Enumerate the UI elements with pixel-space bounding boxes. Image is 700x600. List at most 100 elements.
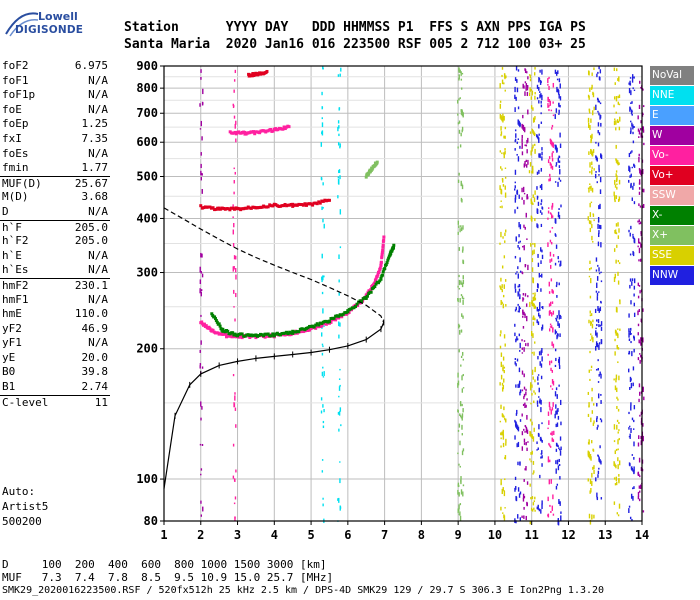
noise-dot bbox=[631, 518, 633, 522]
noise-dot bbox=[458, 509, 460, 512]
echo-dot bbox=[294, 330, 298, 334]
noise-dot bbox=[502, 429, 504, 435]
noise-dot bbox=[533, 249, 535, 255]
noise-dot bbox=[559, 96, 562, 101]
noise-dot bbox=[600, 339, 603, 345]
noise-dot bbox=[322, 275, 324, 281]
noise-dot bbox=[557, 181, 559, 187]
noise-dot bbox=[504, 232, 506, 237]
param-row: yF2 46.9 bbox=[0, 322, 110, 337]
noise-dot bbox=[555, 318, 558, 322]
echo-dot bbox=[392, 245, 396, 249]
noise-dot bbox=[522, 326, 525, 329]
noise-dot bbox=[500, 277, 502, 282]
noise-dot bbox=[525, 425, 527, 428]
noise-dot bbox=[615, 144, 617, 149]
noise-dot bbox=[638, 247, 641, 254]
noise-dot bbox=[632, 140, 635, 144]
noise-dot bbox=[590, 139, 592, 144]
noise-dot bbox=[499, 382, 501, 386]
noise-dot bbox=[527, 109, 529, 115]
param-value: 205.0 bbox=[74, 234, 108, 248]
echo-dot bbox=[329, 320, 333, 324]
echo-dot bbox=[199, 204, 203, 208]
noise-dot bbox=[643, 396, 645, 401]
noise-dot bbox=[531, 258, 534, 263]
noise-dot bbox=[534, 509, 536, 512]
echo-dot bbox=[381, 248, 385, 252]
noise-dot bbox=[541, 324, 544, 330]
param-value: N/A bbox=[88, 292, 108, 306]
noise-bands bbox=[199, 66, 645, 526]
noise-dot bbox=[613, 477, 616, 480]
noise-dot bbox=[630, 102, 632, 104]
param-value: 2.74 bbox=[81, 380, 109, 394]
noise-dot bbox=[461, 295, 464, 299]
noise-dot bbox=[536, 319, 538, 324]
noise-dot bbox=[537, 376, 539, 381]
noise-dot bbox=[642, 337, 644, 343]
noise-dot bbox=[531, 435, 533, 439]
noise-dot bbox=[549, 239, 552, 243]
noise-dot bbox=[532, 203, 534, 205]
noise-dot bbox=[591, 518, 593, 520]
noise-dot bbox=[522, 293, 525, 296]
legend-item: E bbox=[650, 106, 694, 125]
noise-dot bbox=[547, 159, 550, 164]
echo-dot bbox=[384, 263, 388, 267]
noise-dot bbox=[549, 230, 551, 233]
noise-dot bbox=[554, 348, 557, 352]
noise-dot bbox=[592, 466, 594, 470]
noise-dot bbox=[502, 118, 504, 123]
echo-dot bbox=[218, 324, 222, 328]
noise-dot bbox=[591, 397, 593, 402]
noise-dot bbox=[538, 153, 540, 158]
noise-dot bbox=[514, 288, 517, 293]
echo-dot bbox=[298, 330, 302, 334]
noise-dot bbox=[519, 270, 522, 273]
param-value: N/A bbox=[88, 102, 108, 116]
echo-dot bbox=[251, 205, 255, 209]
noise-dot bbox=[235, 255, 237, 260]
noise-dot bbox=[201, 273, 204, 278]
echo-dot bbox=[392, 243, 396, 247]
echo-dot bbox=[334, 314, 338, 318]
echo-dot bbox=[243, 130, 247, 134]
noise-dot bbox=[642, 113, 644, 115]
echo-dot bbox=[274, 332, 278, 336]
noise-dot bbox=[459, 503, 462, 506]
noise-dot bbox=[516, 141, 518, 144]
noise-dot bbox=[554, 329, 557, 335]
echo-dot bbox=[254, 206, 258, 210]
noise-dot bbox=[618, 437, 620, 441]
noise-dot bbox=[617, 457, 619, 462]
noise-dot bbox=[200, 252, 202, 258]
noise-dot bbox=[457, 372, 459, 378]
noise-dot bbox=[551, 215, 554, 218]
noise-dot bbox=[598, 100, 601, 103]
noise-dot bbox=[547, 496, 549, 502]
noise-dot bbox=[536, 223, 538, 228]
noise-dot bbox=[595, 269, 598, 272]
noise-dot bbox=[533, 427, 535, 432]
noise-dot bbox=[458, 504, 460, 510]
noise-dot bbox=[502, 434, 505, 440]
noise-dot bbox=[518, 194, 520, 199]
echo-dot bbox=[285, 204, 289, 208]
noise-dot bbox=[338, 279, 340, 283]
noise-dot bbox=[533, 295, 536, 301]
param-name: B1 bbox=[2, 380, 16, 394]
noise-dot bbox=[521, 389, 524, 392]
noise-dot bbox=[559, 314, 561, 317]
param-name: foE bbox=[2, 102, 22, 116]
noise-dot bbox=[596, 319, 598, 322]
noise-dot bbox=[526, 91, 529, 97]
noise-dot bbox=[537, 312, 540, 317]
noise-dot bbox=[615, 170, 618, 173]
noise-dot bbox=[517, 310, 520, 313]
noise-dot bbox=[588, 402, 590, 407]
noise-dot bbox=[633, 336, 635, 341]
noise-dot bbox=[501, 152, 503, 155]
noise-dot bbox=[202, 102, 204, 105]
noise-dot bbox=[631, 278, 634, 282]
